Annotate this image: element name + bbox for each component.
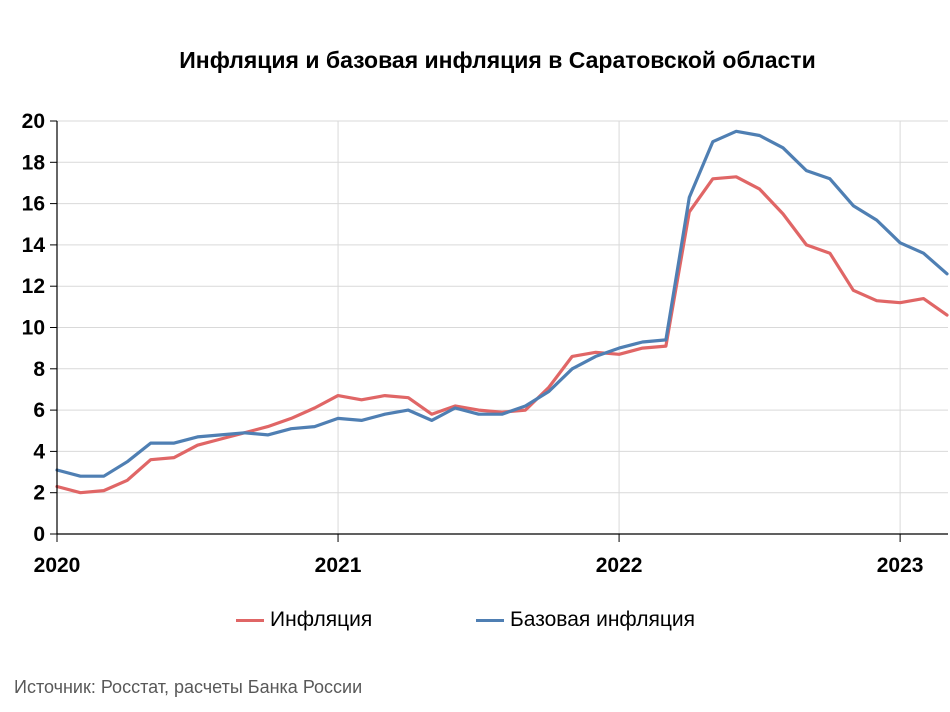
x-tick-label-2021: 2021: [315, 554, 362, 577]
legend-item-inflation: Инфляция: [236, 608, 372, 632]
legend: Инфляция Базовая инфляция: [0, 608, 950, 638]
series-line-core: [55, 129, 949, 478]
legend-label-core: Базовая инфляция: [510, 608, 696, 631]
chart-title: Инфляция и базовая инфляция в Саратовско…: [179, 47, 816, 73]
series-line-inflation: [55, 175, 949, 495]
y-tick-label-2: 2: [33, 482, 45, 505]
y-tick-label-6: 6: [33, 399, 45, 422]
grid-lines: [57, 120, 948, 534]
y-tick-label-8: 8: [33, 358, 45, 381]
source-note: Источник: Росстат, расчеты Банка России: [14, 677, 363, 697]
y-tick-label-12: 12: [22, 275, 45, 298]
y-tick-label-18: 18: [22, 151, 46, 174]
y-tick-label-20: 20: [22, 110, 45, 133]
y-tick-label-10: 10: [22, 317, 45, 340]
x-tick-label-2022: 2022: [596, 554, 643, 577]
x-tick-label-2023: 2023: [877, 554, 924, 577]
y-tick-label-0: 0: [33, 523, 45, 546]
legend-label-inflation: Инфляция: [270, 608, 373, 631]
y-tick-label-14: 14: [22, 234, 46, 257]
y-tick-label-16: 16: [22, 193, 45, 216]
legend-item-core: Базовая инфляция: [476, 608, 695, 632]
series-layer: [55, 129, 949, 495]
x-tick-label-2020: 2020: [34, 554, 81, 577]
y-tick-label-4: 4: [33, 440, 45, 463]
legend-swatch-inflation: [236, 618, 264, 622]
legend-swatch-core: [476, 618, 504, 622]
axes: [50, 120, 948, 542]
